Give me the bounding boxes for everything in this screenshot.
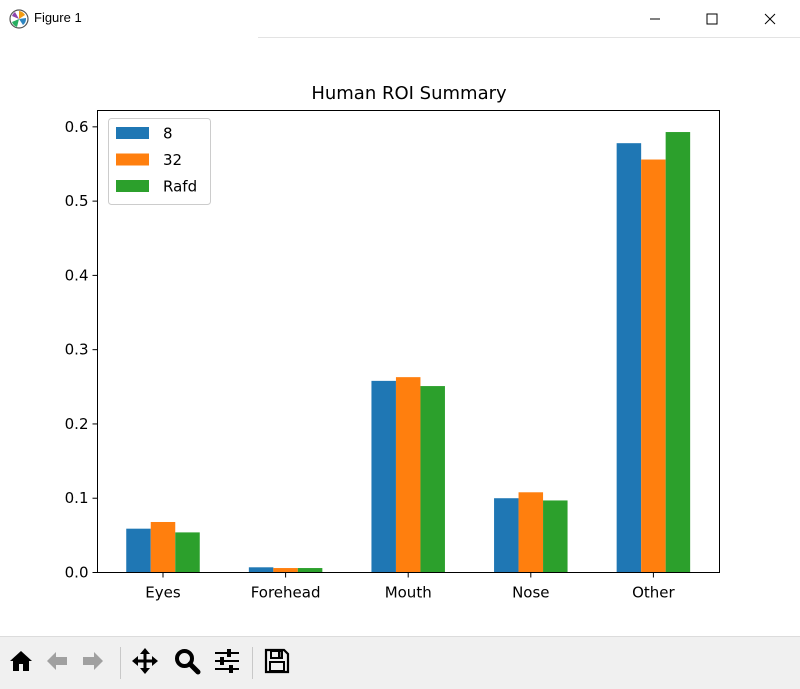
figure-canvas: Human ROI Summary 0.0 0.1 0.2 0.3 0.4 0.5 0.6 … xyxy=(0,38,800,636)
arrow-left-icon xyxy=(43,647,71,679)
pan-button[interactable] xyxy=(128,646,162,680)
x-tick-label: Forehead xyxy=(251,584,321,602)
y-tick-label: 0.3 xyxy=(65,341,89,359)
legend-label: 8 xyxy=(163,125,173,143)
zoom-button[interactable] xyxy=(170,646,204,680)
bar-other-series-2 xyxy=(665,132,691,573)
bar-nose-series-0 xyxy=(494,498,519,573)
y-tick-label: 0.4 xyxy=(65,266,89,284)
home-button[interactable] xyxy=(4,646,38,680)
x-tick-label: Mouth xyxy=(385,584,432,602)
y-tick-label: 0.2 xyxy=(65,415,89,433)
move-icon xyxy=(130,646,160,680)
arrow-right-icon xyxy=(79,647,107,679)
legend-label: 32 xyxy=(163,151,182,169)
toolbar-separator xyxy=(252,647,253,679)
forward-button[interactable] xyxy=(76,646,110,680)
bar-forehead-series-0 xyxy=(248,567,274,573)
minimize-icon xyxy=(649,13,661,25)
bar-mouth-series-2 xyxy=(420,386,445,573)
bars-group xyxy=(126,132,691,573)
save-button[interactable] xyxy=(260,646,294,680)
y-tick-label: 0.5 xyxy=(65,192,89,210)
magnifier-icon xyxy=(172,646,202,680)
window-title: Figure 1 xyxy=(34,10,82,25)
legend-swatch xyxy=(116,127,149,139)
legend: 8 32 Rafd xyxy=(108,118,211,205)
legend-swatch xyxy=(116,153,149,166)
x-axis: Eyes Forehead Mouth Nose Other xyxy=(145,572,676,602)
navigation-toolbar xyxy=(0,636,800,689)
bar-other-series-0 xyxy=(616,143,642,573)
bar-mouth-series-0 xyxy=(371,380,396,573)
bar-mouth-series-1 xyxy=(395,377,421,573)
bar-eyes-series-0 xyxy=(126,528,151,573)
legend-swatch xyxy=(116,180,149,192)
maximize-icon xyxy=(706,13,718,25)
bar-forehead-series-1 xyxy=(273,568,298,573)
x-tick-label: Nose xyxy=(512,584,549,602)
close-icon xyxy=(764,13,776,25)
legend-label: Rafd xyxy=(163,178,197,196)
y-tick-label: 0.1 xyxy=(65,489,89,507)
bar-eyes-series-1 xyxy=(150,521,176,573)
back-button[interactable] xyxy=(40,646,74,680)
y-axis: 0.0 0.1 0.2 0.3 0.4 0.5 0.6 xyxy=(65,118,98,582)
titlebar-divider xyxy=(258,37,800,38)
axes-frame xyxy=(97,110,720,573)
bar-nose-series-2 xyxy=(543,500,568,573)
close-button[interactable] xyxy=(741,0,799,38)
bar-eyes-series-2 xyxy=(175,532,200,573)
bar-nose-series-1 xyxy=(518,492,544,573)
sliders-icon xyxy=(212,646,242,680)
bar-forehead-series-2 xyxy=(297,568,323,573)
chart-title: Human ROI Summary xyxy=(311,83,507,104)
matplotlib-logo-icon xyxy=(9,9,29,29)
minimize-button[interactable] xyxy=(626,0,684,38)
home-icon xyxy=(7,647,35,679)
floppy-disk-icon xyxy=(262,646,292,680)
configure-subplots-button[interactable] xyxy=(210,646,244,680)
x-tick-label: Eyes xyxy=(145,584,181,602)
y-tick-label: 0.6 xyxy=(65,118,89,136)
bar-other-series-1 xyxy=(641,159,666,573)
bar-chart: Human ROI Summary 0.00.10.20.30.40.50.6 … xyxy=(65,83,720,602)
y-tick-label: 0.0 xyxy=(65,564,89,582)
maximize-button[interactable] xyxy=(683,0,741,38)
x-tick-label: Other xyxy=(632,584,675,602)
window-titlebar: Figure 1 xyxy=(0,0,800,38)
toolbar-separator xyxy=(120,647,121,679)
